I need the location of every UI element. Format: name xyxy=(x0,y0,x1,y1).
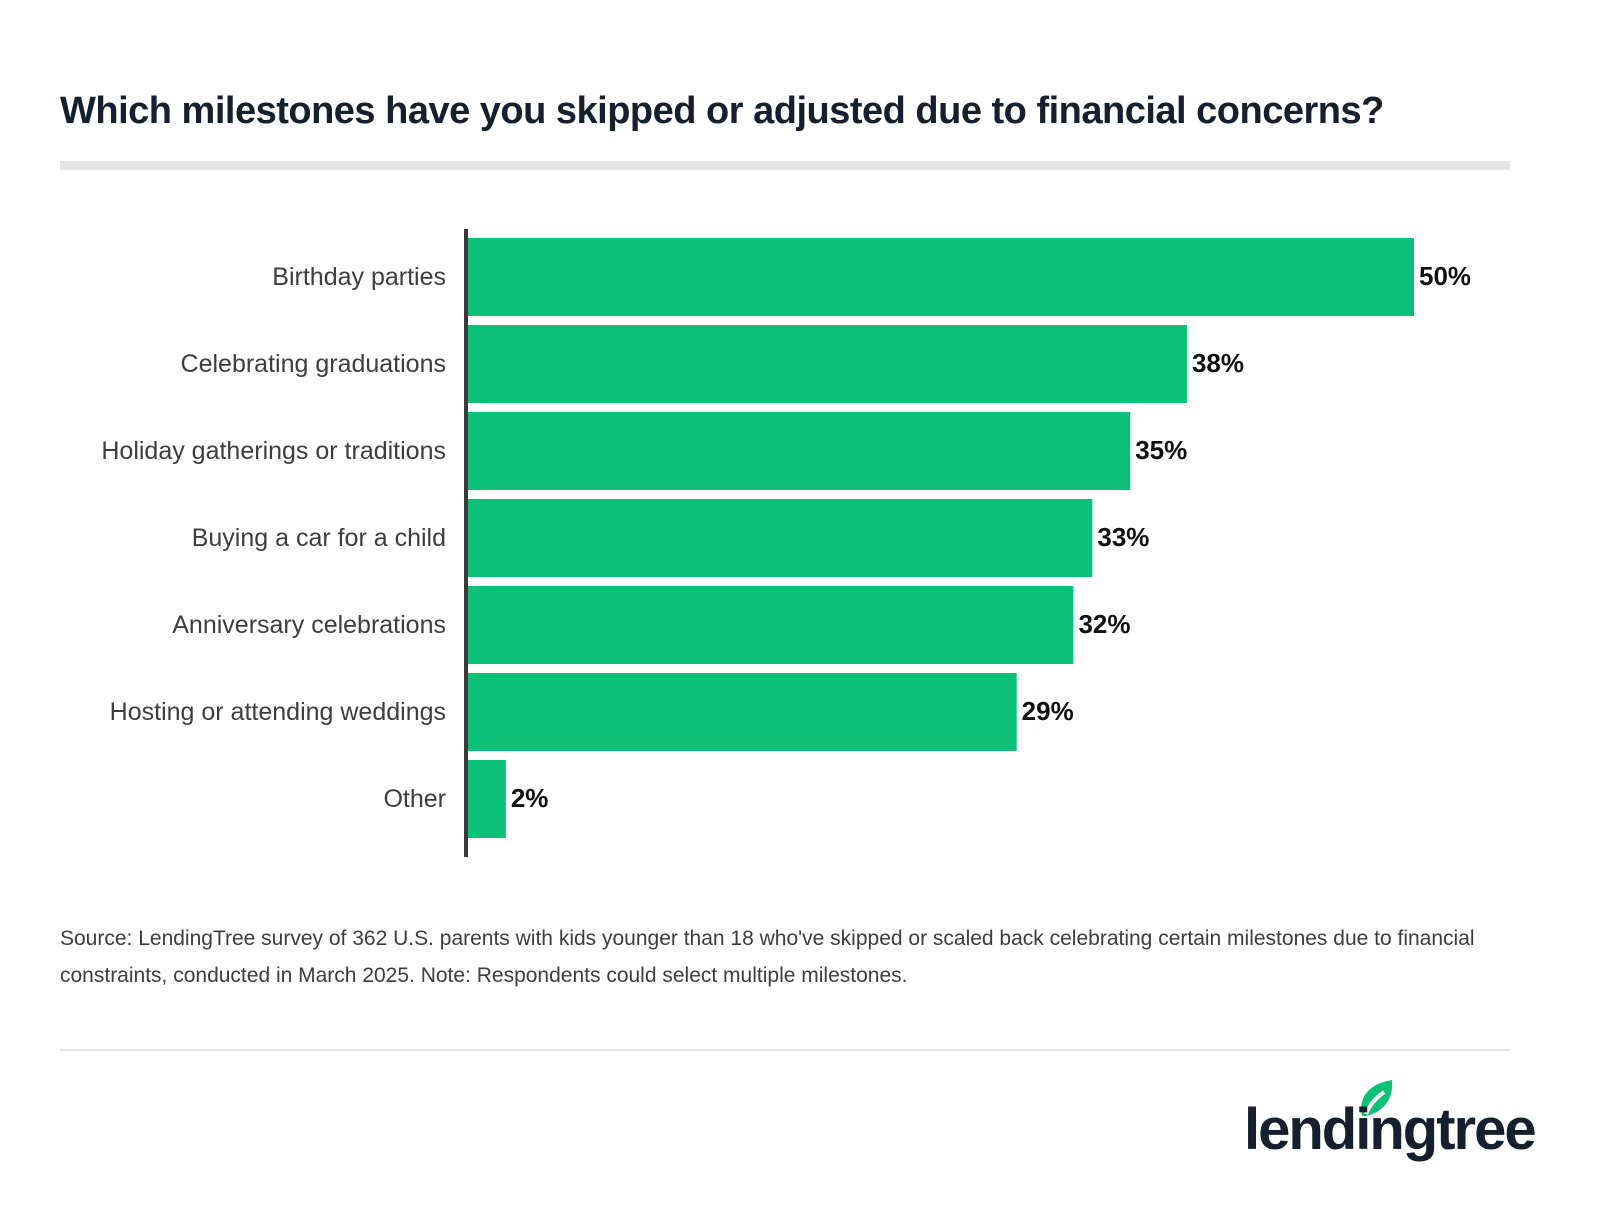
bar xyxy=(468,325,1187,403)
bar xyxy=(468,499,1093,577)
title-divider xyxy=(60,161,1510,170)
category-label: Hosting or attending weddings xyxy=(110,698,446,726)
category-label: Birthday parties xyxy=(272,263,446,291)
value-label: 29% xyxy=(1022,696,1074,726)
bar xyxy=(468,760,506,838)
bar xyxy=(468,412,1131,490)
value-label: 50% xyxy=(1419,261,1471,291)
category-label: Anniversary celebrations xyxy=(172,611,446,639)
bar-chart: Birthday parties 50% Celebrating graduatio… xyxy=(101,229,1471,857)
value-label: 38% xyxy=(1192,348,1244,378)
value-label: 33% xyxy=(1097,522,1149,552)
category-label: Other xyxy=(383,785,446,813)
bar xyxy=(468,586,1074,664)
value-label: 32% xyxy=(1078,609,1130,639)
bar xyxy=(468,238,1414,316)
chart-title: Which milestones have you skipped or adj… xyxy=(60,90,1384,132)
category-label: Buying a car for a child xyxy=(192,524,446,552)
source-note: Source: LendingTree survey of 362 U.S. p… xyxy=(60,927,1475,987)
bar xyxy=(468,673,1017,751)
logo-text: lendingtree xyxy=(1244,1097,1537,1162)
value-label: 35% xyxy=(1135,435,1187,465)
category-label: Holiday gatherings or traditions xyxy=(101,437,446,465)
value-label: 2% xyxy=(511,783,549,813)
leaf-icon xyxy=(1361,1080,1393,1116)
category-label: Celebrating graduations xyxy=(181,350,446,378)
footer-divider xyxy=(60,1049,1510,1051)
y-axis-line xyxy=(464,229,468,857)
